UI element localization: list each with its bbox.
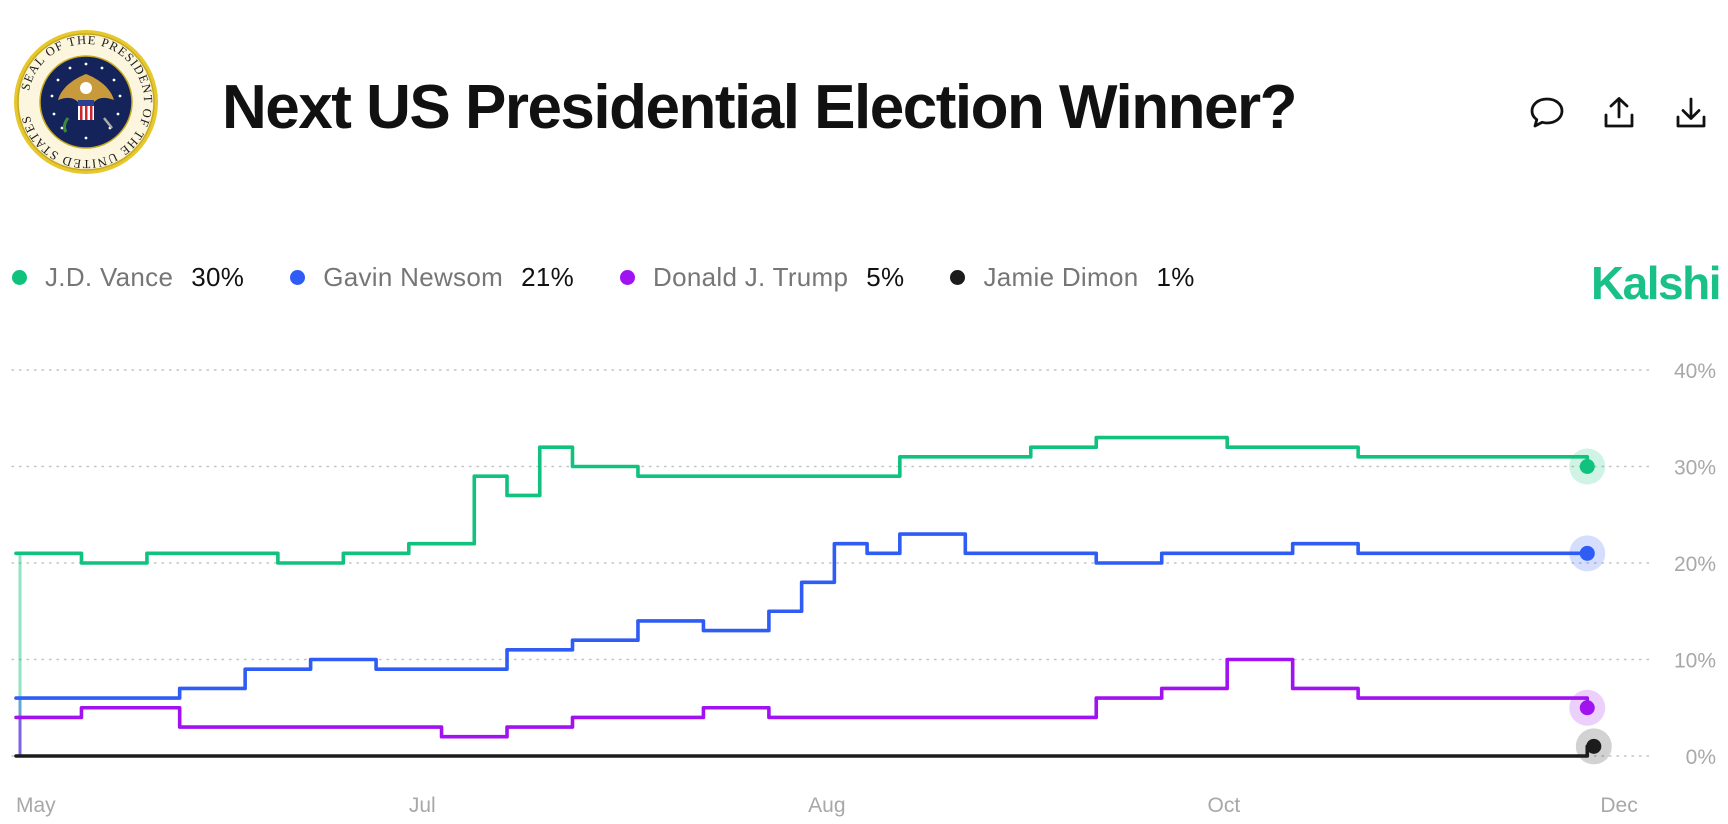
x-tick-label: May [16, 794, 56, 817]
share-button[interactable] [1598, 92, 1640, 134]
legend-dot [12, 270, 27, 285]
comment-button[interactable] [1526, 92, 1568, 134]
legend-value: 5% [866, 262, 905, 292]
x-tick-label: Aug [808, 794, 845, 817]
legend-name: Donald J. Trump [653, 262, 849, 292]
series-line [14, 657, 1590, 739]
series-end-marker [1579, 459, 1595, 474]
legend-name: Gavin Newsom [323, 262, 504, 292]
legend-item-trump[interactable]: Donald J. Trump 5% [620, 262, 904, 293]
series-line [14, 532, 1590, 700]
y-tick-label: 40% [1674, 360, 1716, 383]
legend-item-newsom[interactable]: Gavin Newsom 21% [290, 262, 574, 293]
kalshi-brand-logo: Kalshi [1590, 257, 1722, 309]
series-line [14, 435, 1590, 565]
legend-value: 30% [191, 262, 245, 292]
series-end-marker [1579, 545, 1595, 561]
download-button[interactable] [1670, 92, 1712, 134]
share-icon [1604, 97, 1634, 128]
legend-item-vance[interactable]: J.D. Vance 30% [12, 262, 244, 293]
legend-dot [620, 270, 636, 285]
series-end-marker [1579, 700, 1595, 716]
x-tick-label: Jul [409, 794, 436, 817]
y-tick-label: 10% [1674, 650, 1716, 673]
comment-icon [1530, 97, 1564, 128]
action-toolbar [1526, 92, 1712, 134]
legend-dot [950, 270, 966, 285]
legend-item-dimon[interactable]: Jamie Dimon 1% [950, 262, 1194, 293]
y-tick-label: 0% [1686, 746, 1716, 769]
legend-dot [290, 270, 306, 285]
series-line [14, 744, 1596, 758]
x-tick-label: Oct [1208, 794, 1241, 817]
legend-value: 1% [1156, 262, 1195, 292]
presidential-seal-logo: SEAL OF THE PRESIDENT OF THE UNITED STAT… [14, 30, 158, 174]
legend-value: 21% [521, 262, 575, 292]
chart-legend: J.D. Vance 30% Gavin Newsom 21% Donald J… [12, 262, 1241, 293]
legend-name: J.D. Vance [45, 262, 174, 292]
download-icon [1676, 97, 1706, 128]
legend-name: Jamie Dimon [983, 262, 1139, 292]
y-tick-label: 30% [1674, 457, 1716, 480]
x-tick-label: Dec [1600, 794, 1637, 817]
page-title: Next US Presidential Election Winner? [222, 73, 1297, 142]
series-end-marker [1586, 738, 1602, 754]
y-tick-label: 20% [1674, 553, 1716, 576]
line-chart: 0% 10% 20% 30% 40% May Jul Aug Oct Dec [11, 360, 1716, 817]
